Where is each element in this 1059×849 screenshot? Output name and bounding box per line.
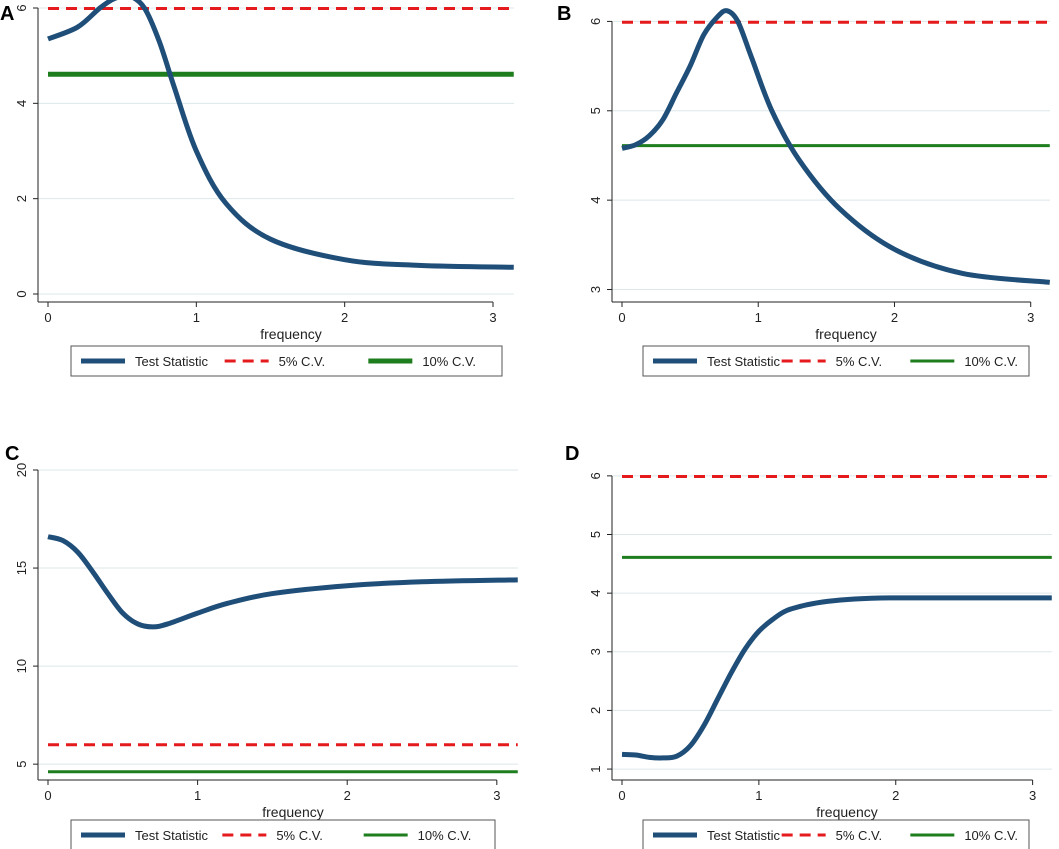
legend-box [642,345,1030,377]
y-tick-label: 1 [588,765,603,772]
legend-label-test-statistic: Test Statistic [135,354,208,369]
x-tick-label: 3 [1027,310,1034,325]
y-tick-label: 15 [14,561,29,575]
x-tick-label: 0 [44,788,51,803]
panel-a: A 0 2 4 6 0 1 2 3 frequency Test Statistic 5% C.V. 1… [0,0,514,377]
x-axis-title: frequency [815,326,876,342]
legend-label-cv10: 10% C.V. [418,828,472,843]
y-tick-label: 5 [588,531,603,538]
x-tick-label: 3 [1029,788,1036,803]
y-tick-label: 0 [14,290,29,297]
panel-d: D 1 2 3 4 5 6 0 1 2 3 frequency Test Statistic 5% C.V… [565,443,1052,849]
x-tick-label: 0 [618,310,625,325]
x-tick-label: 0 [618,788,625,803]
y-tick-label: 5 [588,107,603,114]
panel-label: B [557,3,571,25]
x-tick-label: 2 [344,788,351,803]
legend-label-cv5: 5% C.V. [276,828,323,843]
x-tick-label: 1 [194,788,201,803]
legend-label-cv5: 5% C.V. [836,354,883,369]
y-tick-label: 4 [588,197,603,204]
x-tick-label: 2 [891,310,898,325]
legend-label-test-statistic: Test Statistic [707,354,780,369]
x-tick-label: 1 [755,310,762,325]
legend-label-cv5: 5% C.V. [279,354,326,369]
y-tick-label: 4 [14,100,29,107]
legend-label-cv10: 10% C.V. [422,354,476,369]
panel-label: C [5,443,19,465]
panel-label: A [0,3,14,25]
series-test-statistic [47,534,518,630]
legend-box [70,345,503,377]
legend-box [642,819,1030,849]
x-tick-label: 3 [493,788,500,803]
x-tick-label: 3 [489,310,496,325]
x-axis-title: frequency [262,804,323,820]
x-axis-title: frequency [260,326,321,342]
legend: Test Statistic 5% C.V. 10% C.V. [70,819,496,849]
x-tick-label: 2 [892,788,899,803]
y-tick-label: 6 [14,4,29,11]
y-tick-label: 5 [14,761,29,768]
legend: Test Statistic 5% C.V. 10% C.V. [642,819,1030,849]
series-test-statistic [621,8,1051,285]
x-tick-label: 1 [193,310,200,325]
legend-label-cv5: 5% C.V. [836,828,883,843]
y-tick-label: 6 [588,472,603,479]
panel-b: B 3 4 5 6 0 1 2 3 frequency Test Statistic 5% C.V. 1… [557,3,1051,377]
y-tick-label: 3 [588,286,603,293]
series-test-statistic [47,0,514,270]
legend-label-cv10: 10% C.V. [964,354,1018,369]
y-tick-label: 2 [588,707,603,714]
legend: Test Statistic 5% C.V. 10% C.V. [642,345,1030,377]
y-tick-label: 20 [14,463,29,477]
x-tick-label: 1 [755,788,762,803]
y-tick-label: 3 [588,648,603,655]
legend-box [70,819,496,849]
legend-label-test-statistic: Test Statistic [707,828,780,843]
series-test-statistic [621,595,1052,761]
y-tick-label: 4 [588,590,603,597]
x-tick-label: 0 [44,310,51,325]
panel-label: D [565,443,579,465]
y-tick-label: 10 [14,659,29,673]
x-axis-title: frequency [816,804,877,820]
legend-label-test-statistic: Test Statistic [135,828,208,843]
y-tick-label: 6 [588,18,603,25]
legend: Test Statistic 5% C.V. 10% C.V. [70,345,503,377]
x-tick-label: 2 [341,310,348,325]
panel-c: C 5 10 15 20 0 1 2 3 frequency Test Statistic 5% C.… [5,443,518,849]
y-tick-label: 2 [14,195,29,202]
legend-label-cv10: 10% C.V. [964,828,1018,843]
